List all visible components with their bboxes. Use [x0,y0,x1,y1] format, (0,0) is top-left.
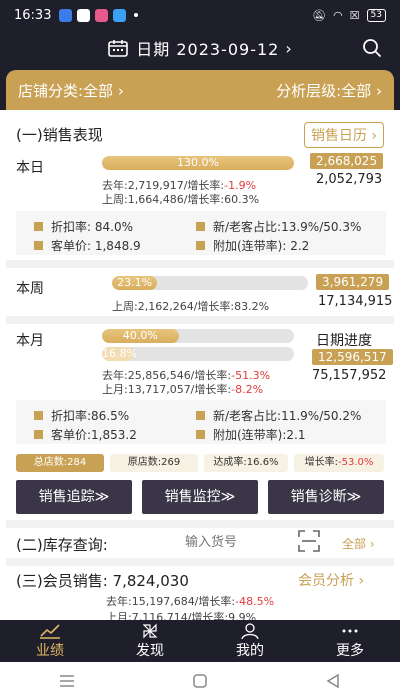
today-actual-value: 2,052,793 [316,172,383,187]
month-date-progress-bar: 16.8% [102,347,294,361]
member-last-year: 去年:15,197,684/增长率:-48.5% [106,595,275,608]
member-sales-row: (三)会员销售: 7,824,030 [16,570,189,591]
back-icon[interactable] [325,673,341,689]
sales-calendar-button[interactable]: 销售日历 › [303,122,384,148]
total-stores-chip: 总店数:284 [16,454,104,472]
bullet-icon [196,241,205,250]
notification-dot-icon [134,13,139,17]
app-icon-2 [95,8,109,22]
month-unit-price: 客单价:1,853.2 [51,428,137,442]
member-sales-value: 7,824,030 [112,572,189,590]
divider [6,260,394,268]
date-header[interactable]: 日期 2023-09-12 › [0,30,400,66]
tab-mine[interactable]: 我的 [200,620,300,662]
item-number-input[interactable] [156,530,266,554]
tab-performance[interactable]: 业绩 [0,620,100,662]
bullet-icon [34,411,43,420]
today-label: 本日 [16,160,44,176]
today-last-week: 上周:1,664,486/增长率:60.3% [102,193,260,206]
status-time: 16:33 [14,7,52,23]
month-attach: 附加(连带率):2.1 [213,428,306,442]
wechat-icon [77,8,91,22]
calendar-icon [108,40,129,57]
user-icon [241,623,259,639]
sales-diagnose-button[interactable]: 销售诊断≫ [268,480,384,514]
today-last-year: 去年:2,719,917/增长率:-1.9% [102,179,257,192]
search-icon[interactable] [362,38,382,58]
analysis-level-filter[interactable]: 分析层级:全部 › [276,81,382,100]
week-progress-fill: 23.1% [112,276,158,290]
month-progress-fill: 40.0% [102,329,179,343]
today-new-old: 新/老客占比:13.9%/50.3% [213,220,362,234]
month-actual-value: 75,157,952 [312,368,387,383]
achieve-rate-chip: 达成率:16.6% [204,454,288,472]
battery-icon: 53 [366,8,386,22]
divider [6,316,394,324]
today-progress-bar: 130.0% [102,156,294,170]
today-metrics: 折扣率: 84.0% 新/老客占比:13.9%/50.3% 客单价: 1,848… [16,211,386,255]
mute-icon: 🔕︎ [312,8,327,22]
sim-icon: ☒ [349,8,360,22]
date-progress-label: 日期进度 [316,333,372,349]
store-category-filter[interactable]: 店铺分类:全部 › [18,81,124,100]
bottom-tab-bar: 业绩 发现 我的 更多 [0,620,400,662]
growth-rate-chip: 增长率:-53.0% [294,454,384,472]
bullet-icon [34,222,43,231]
month-progress-bar: 40.0% [102,329,294,343]
week-target-value: 3,961,279 [316,274,390,290]
app-icon-1 [59,8,73,22]
divider [6,558,394,566]
bullet-icon [196,430,205,439]
menu-icon[interactable] [59,674,75,688]
month-label: 本月 [16,333,44,349]
today-target-value: 2,668,025 [310,153,384,169]
system-nav-bar [0,662,400,700]
main-content: (一)销售表现 销售日历 › 本日 130.0% 2,668,025 2,052… [6,110,394,620]
scan-icon[interactable] [298,530,320,552]
today-unit-price: 客单价: 1,848.9 [51,239,141,253]
bullet-icon [34,430,43,439]
app-icon-3 [113,8,127,22]
more-dots-icon [342,629,358,633]
member-last-month: 上月:7,116,714/增长率:9.9% [106,611,257,620]
today-progress-fill: 130.0% [102,156,294,170]
month-discount: 折扣率:86.5% [51,409,130,423]
week-last-week: 上周:2,162,264/增长率:83.2% [112,300,270,313]
month-last-year: 去年:25,856,546/增长率:-51.3% [102,369,271,382]
bullet-icon [34,241,43,250]
sales-monitor-button[interactable]: 销售监控≫ [142,480,258,514]
tab-discover[interactable]: 发现 [100,620,200,662]
member-analysis-link[interactable]: 会员分析 › [298,573,365,589]
bullet-icon [196,411,205,420]
home-icon[interactable] [192,673,208,689]
pinwheel-icon [142,623,158,639]
trend-chart-icon [40,624,60,639]
today-discount: 折扣率: 84.0% [51,220,133,234]
month-target-value: 12,596,517 [312,349,393,365]
month-metrics: 折扣率:86.5% 新/老客占比:11.9%/50.2% 客单价:1,853.2… [16,400,386,444]
inventory-title: (二)库存查询: [16,536,108,554]
same-stores-chip: 原店数:269 [110,454,198,472]
today-attach: 附加(连带率): 2.2 [213,239,310,253]
week-label: 本周 [16,281,44,297]
chevron-right-icon: › [285,38,292,58]
month-date-progress-fill: 16.8% [102,347,137,361]
inventory-all-link[interactable]: 全部 › [342,537,375,551]
sales-section-title: (一)销售表现 [16,126,103,144]
week-progress-bar: 23.1% [112,276,308,290]
filter-bar: 店铺分类:全部 › 分析层级:全部 › [0,66,400,110]
month-new-old: 新/老客占比:11.9%/50.2% [213,409,362,423]
month-last-month: 上月:13,717,057/增长率:-8.2% [102,383,264,396]
tab-more[interactable]: 更多 [300,620,400,662]
date-label[interactable]: 日期 2023-09-12 [136,40,280,59]
sales-track-button[interactable]: 销售追踪≫ [16,480,132,514]
divider [6,520,394,528]
status-bar: 16:33 🔕︎ ◠ ☒ 53 [0,0,400,30]
week-actual-value: 17,134,915 [318,294,393,309]
bullet-icon [196,222,205,231]
wifi-icon: ◠ [333,8,343,22]
member-sales-title: (三)会员销售: [16,572,113,590]
